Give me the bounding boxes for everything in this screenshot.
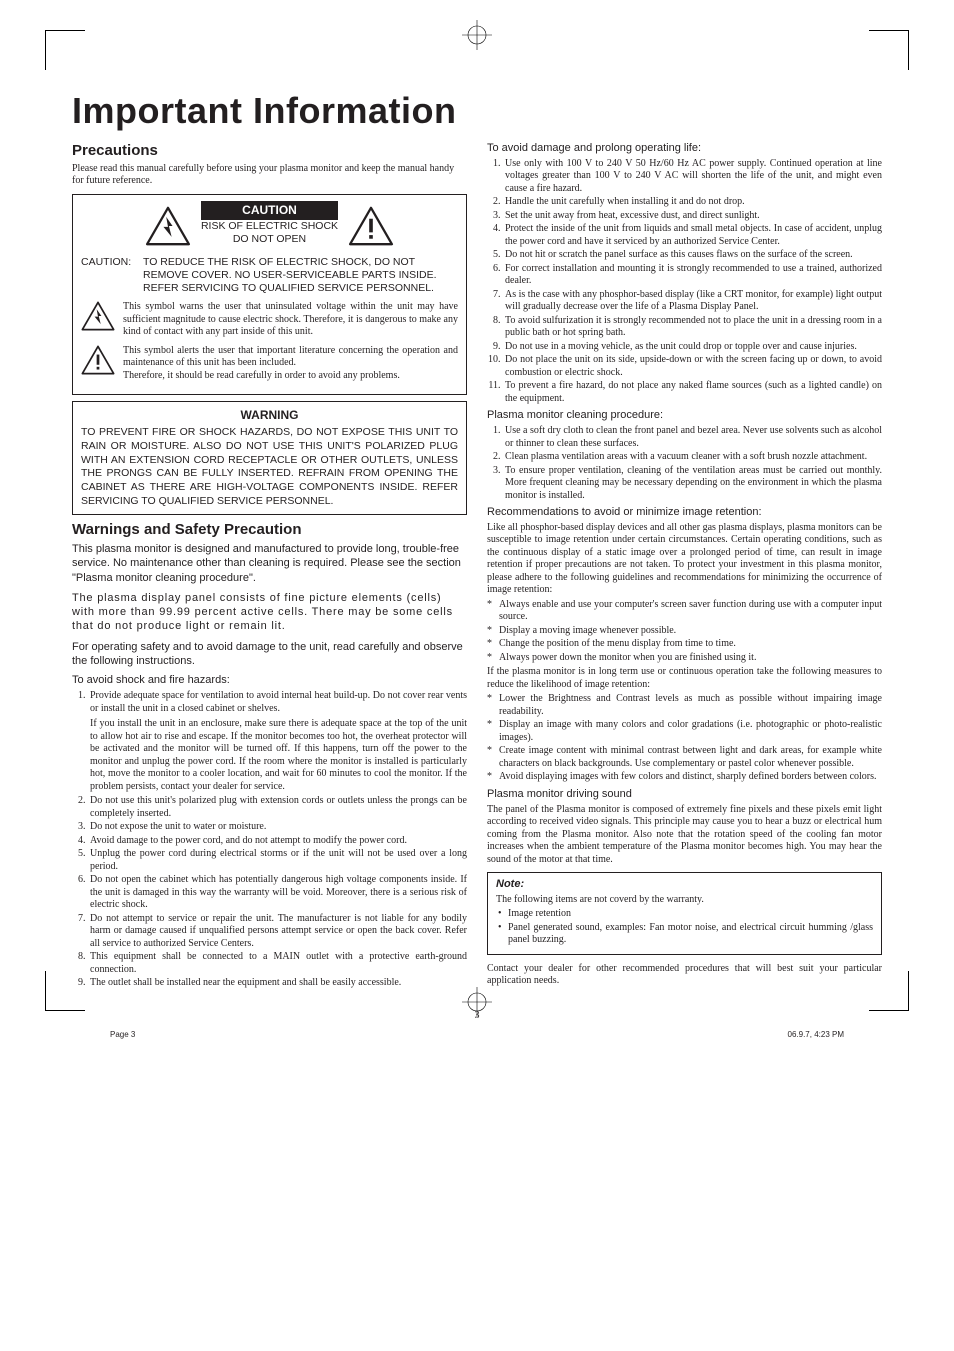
caution-label: CAUTION: <box>81 256 137 269</box>
retention-p1: Like all phosphor-based display devices … <box>487 522 882 597</box>
retention-stars-2: Lower the Brightness and Contrast levels… <box>487 693 882 784</box>
caution-text-row: CAUTION: TO REDUCE THE RISK OF ELECTRIC … <box>81 256 458 295</box>
crop-mark-top-right <box>869 30 909 70</box>
symbol-text-2a: This symbol alerts the user that importa… <box>123 345 458 369</box>
shock-item-1-extra: If you install the unit in an enclosure,… <box>90 718 467 793</box>
clean-subhead: Plasma monitor cleaning procedure: <box>487 409 882 423</box>
list-item: Set the unit away from heat, excessive d… <box>503 210 882 223</box>
list-item: Do not hit or scratch the panel surface … <box>503 249 882 262</box>
warning-title: WARNING <box>81 408 458 423</box>
list-item: Do not expose the unit to water or moist… <box>88 821 467 834</box>
list-item: Unplug the power cord during electrical … <box>88 848 467 873</box>
list-item: Always enable and use your computer's sc… <box>487 599 882 624</box>
damage-list: Use only with 100 V to 240 V 50 Hz/60 Hz… <box>487 158 882 406</box>
list-item: Do not use in a moving vehicle, as the u… <box>503 341 882 354</box>
list-item: Lower the Brightness and Contrast levels… <box>487 693 882 718</box>
caution-sub-line2: DO NOT OPEN <box>233 233 306 245</box>
list-item: Avoid damage to the power cord, and do n… <box>88 835 467 848</box>
list-item: Provide adequate space for ventilation t… <box>88 690 467 793</box>
note-title: Note: <box>496 878 873 892</box>
caution-subtext: RISK OF ELECTRIC SHOCK DO NOT OPEN <box>201 220 338 246</box>
main-title: Important Information <box>72 90 882 132</box>
list-item: Clean plasma ventilation areas with a va… <box>503 451 882 464</box>
list-item: Protect the inside of the unit from liqu… <box>503 223 882 248</box>
caution-box: CAUTION RISK OF ELECTRIC SHOCK DO NOT OP… <box>72 194 467 396</box>
list-item: Do not open the cabinet which has potent… <box>88 874 467 912</box>
wsp-p3: For operating safety and to avoid damage… <box>72 640 467 669</box>
warning-body: TO PREVENT FIRE OR SHOCK HAZARDS, DO NOT… <box>81 426 458 508</box>
damage-subhead: To avoid damage and prolong operating li… <box>487 142 882 156</box>
crop-mark-top-left <box>45 30 85 70</box>
list-item: Change the position of the menu display … <box>487 638 882 651</box>
list-item: Use only with 100 V to 240 V 50 Hz/60 Hz… <box>503 158 882 196</box>
list-item: Do not place the unit on its side, upsid… <box>503 354 882 379</box>
symbol-text-2: This symbol alerts the user that importa… <box>123 345 458 383</box>
shock-list: Provide adequate space for ventilation t… <box>72 690 467 990</box>
footer-row: Page 3 06.9.7, 4:23 PM <box>0 1030 954 1039</box>
retention-subhead: Recommendations to avoid or minimize ima… <box>487 506 882 520</box>
shock-subhead: To avoid shock and fire hazards: <box>72 674 467 688</box>
symbol-text-2b: Therefore, it should be read carefully i… <box>123 370 400 381</box>
list-item: Do not attempt to service or repair the … <box>88 913 467 951</box>
left-column: Precautions Please read this manual care… <box>72 138 467 992</box>
sound-subhead: Plasma monitor driving sound <box>487 788 882 802</box>
wsp-heading: Warnings and Safety Precaution <box>72 521 467 540</box>
retention-p2: If the plasma monitor is in long term us… <box>487 666 882 691</box>
registration-mark-top <box>462 20 492 50</box>
note-bullets: Image retention Panel generated sound, e… <box>496 908 873 947</box>
warning-box: WARNING TO PREVENT FIRE OR SHOCK HAZARDS… <box>72 401 467 515</box>
closing-paragraph: Contact your dealer for other recommende… <box>487 963 882 988</box>
right-column: To avoid damage and prolong operating li… <box>487 138 882 992</box>
list-item: Image retention <box>496 908 873 921</box>
page-container: Important Information Precautions Please… <box>0 0 954 1061</box>
two-column-layout: Precautions Please read this manual care… <box>72 138 882 992</box>
caution-sub-line1: RISK OF ELECTRIC SHOCK <box>201 220 338 232</box>
note-box: Note: The following items are not coverd… <box>487 872 882 955</box>
symbol-text-1: This symbol warns the user that uninsula… <box>123 301 458 339</box>
crop-mark-bottom-left <box>45 971 85 1011</box>
list-item: Display an image with many colors and co… <box>487 719 882 744</box>
list-item: This equipment shall be connected to a M… <box>88 951 467 976</box>
shock-triangle-icon <box>145 206 191 246</box>
caution-block-text: TO REDUCE THE RISK OF ELECTRIC SHOCK, DO… <box>143 256 458 295</box>
list-item: Handle the unit carefully when installin… <box>503 196 882 209</box>
list-item: For correct installation and mounting it… <box>503 263 882 288</box>
list-item: Do not use this unit's polarized plug wi… <box>88 795 467 820</box>
caution-text-1: TO REDUCE THE RISK OF ELECTRIC SHOCK, DO… <box>143 256 437 281</box>
list-item: Always power down the monitor when you a… <box>487 652 882 665</box>
precautions-heading: Precautions <box>72 142 467 161</box>
precautions-intro: Please read this manual carefully before… <box>72 163 467 188</box>
list-item: To prevent a fire hazard, do not place a… <box>503 380 882 405</box>
list-item: Avoid displaying images with few colors … <box>487 771 882 784</box>
note-intro: The following items are not coverd by th… <box>496 894 873 907</box>
shock-item-1: Provide adequate space for ventilation t… <box>90 690 467 714</box>
list-item: The outlet shall be installed near the e… <box>88 977 467 990</box>
crop-mark-bottom-right <box>869 971 909 1011</box>
alert-triangle-icon-small <box>81 345 115 375</box>
caution-pill: CAUTION <box>201 201 338 220</box>
footer-right: 06.9.7, 4:23 PM <box>788 1030 844 1039</box>
page-number: 3 <box>72 1010 882 1021</box>
caution-header-row: CAUTION RISK OF ELECTRIC SHOCK DO NOT OP… <box>81 201 458 252</box>
list-item: Display a moving image whenever possible… <box>487 625 882 638</box>
caution-text-2: REFER SERVICING TO QUALIFIED SERVICE PER… <box>143 282 434 294</box>
wsp-p1: This plasma monitor is designed and manu… <box>72 542 467 585</box>
symbol-row-1: This symbol warns the user that uninsula… <box>81 301 458 339</box>
caution-center: CAUTION RISK OF ELECTRIC SHOCK DO NOT OP… <box>201 201 338 252</box>
list-item: As is the case with any phosphor-based d… <box>503 289 882 314</box>
list-item: To avoid sulfurization it is strongly re… <box>503 315 882 340</box>
list-item: Use a soft dry cloth to clean the front … <box>503 425 882 450</box>
list-item: Panel generated sound, examples: Fan mot… <box>496 922 873 947</box>
list-item: To ensure proper ventilation, cleaning o… <box>503 465 882 503</box>
sound-body: The panel of the Plasma monitor is compo… <box>487 804 882 867</box>
list-item: Create image content with minimal contra… <box>487 745 882 770</box>
retention-stars-1: Always enable and use your computer's sc… <box>487 599 882 665</box>
shock-triangle-icon-small <box>81 301 115 331</box>
symbol-row-2: This symbol alerts the user that importa… <box>81 345 458 383</box>
clean-list: Use a soft dry cloth to clean the front … <box>487 425 882 502</box>
footer-left: Page 3 <box>110 1030 135 1039</box>
alert-triangle-icon <box>348 206 394 246</box>
wsp-p2: The plasma display panel consists of fin… <box>72 591 467 634</box>
